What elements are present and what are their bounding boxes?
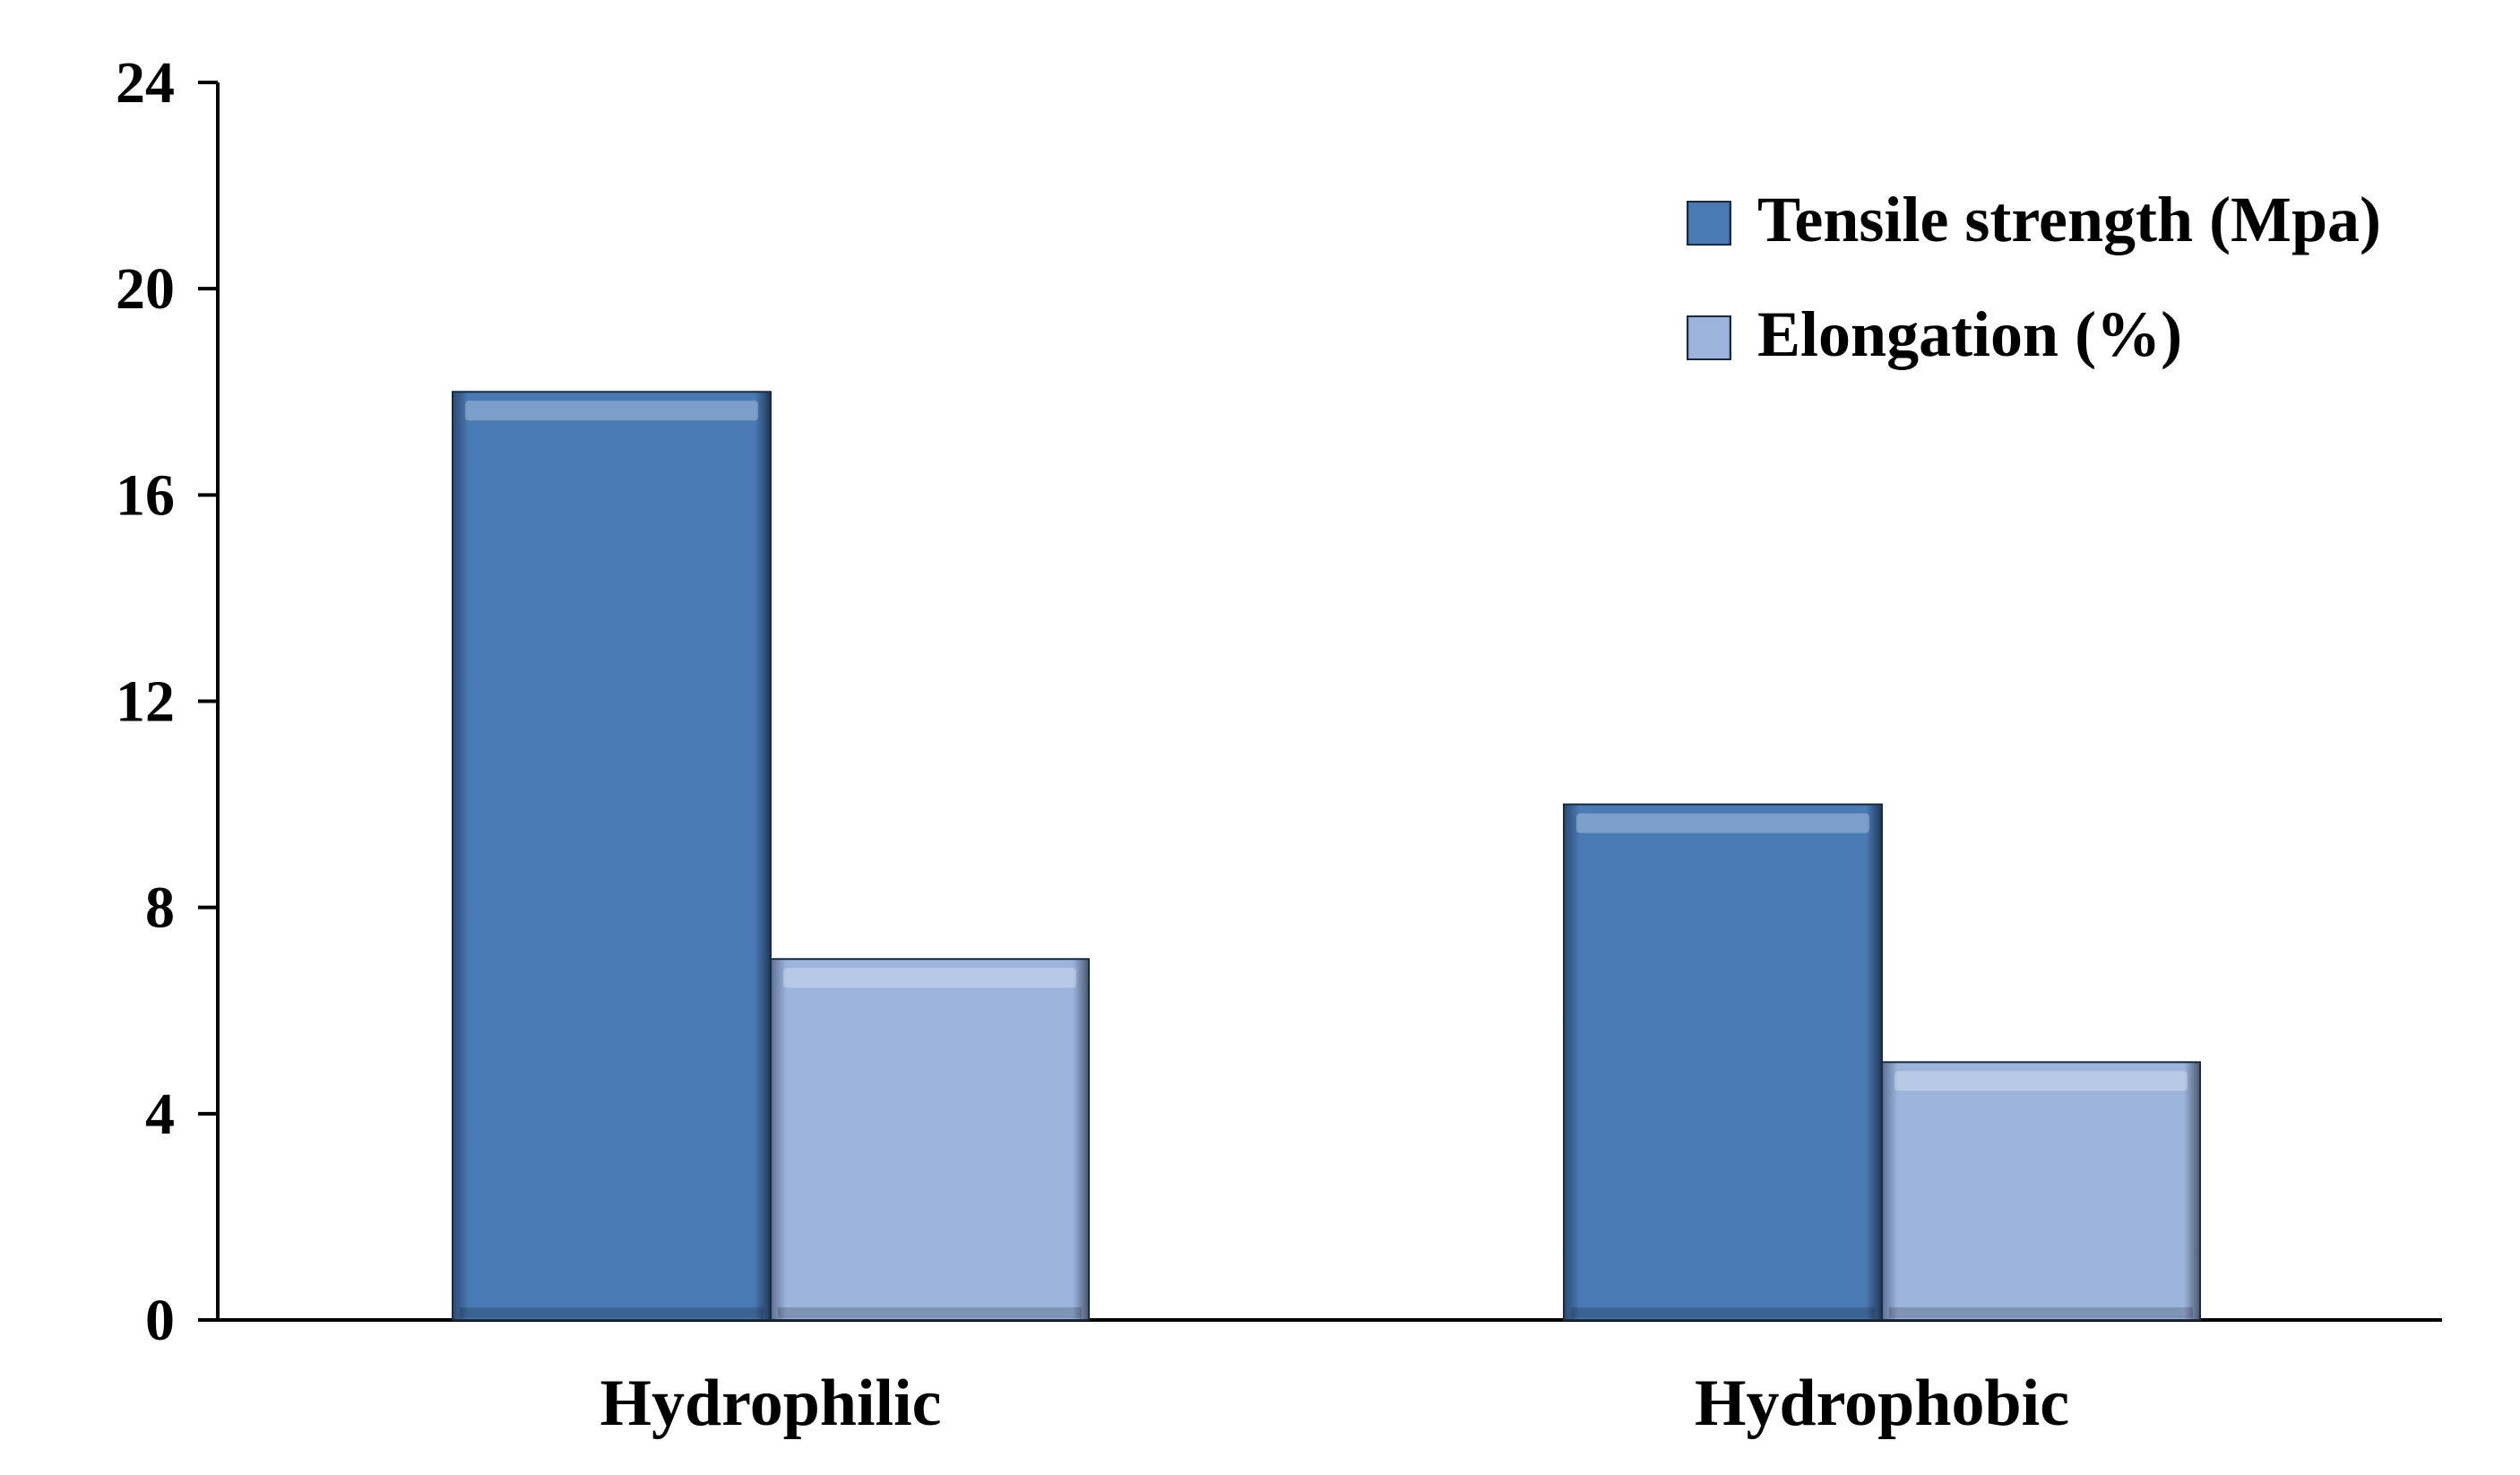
bar-shadow <box>1889 1307 2193 1318</box>
bar-body <box>1563 803 1883 1321</box>
y-tick-label: 8 <box>145 876 175 941</box>
bar-shadow <box>1571 1307 1875 1318</box>
y-tick-label: 12 <box>116 669 175 735</box>
legend-label-1: Elongation (%) <box>1757 298 2182 370</box>
bar-hydrophobic-series-1 <box>1881 1061 2201 1321</box>
bar-hydrophilic-series-1 <box>770 958 1090 1322</box>
bar-highlight <box>465 401 758 421</box>
bar-highlight <box>783 968 1076 988</box>
legend: Tensile strength (Mpa) Elongation (%) <box>1687 184 2381 370</box>
bar-highlight <box>1576 813 1869 833</box>
x-category-label: Hydrophobic <box>1695 1367 2069 1440</box>
legend-swatch-0 <box>1687 201 1731 246</box>
bar-shadow <box>460 1307 764 1318</box>
bar-body <box>1881 1061 2201 1321</box>
x-category-label: Hydrophilic <box>600 1367 941 1440</box>
bar-highlight <box>1894 1071 2188 1091</box>
bar-shadow <box>778 1307 1082 1318</box>
bar-hydrophobic-series-0 <box>1563 803 1883 1321</box>
y-tick-label: 0 <box>145 1288 175 1353</box>
y-tick-label: 4 <box>145 1082 175 1147</box>
bar-body <box>770 958 1090 1322</box>
legend-swatch-1 <box>1687 315 1731 360</box>
bars <box>452 391 2201 1322</box>
bar-hydrophilic-series-0 <box>452 391 772 1321</box>
y-tick-label: 16 <box>116 462 175 528</box>
legend-label-0: Tensile strength (Mpa) <box>1757 184 2381 255</box>
y-tick-label: 20 <box>116 256 175 322</box>
bar-body <box>452 391 772 1321</box>
y-tick-label: 24 <box>116 50 175 116</box>
labels: 0 4 8 12 16 20 24 Hydrophilic Hydrophobic <box>116 50 2069 1440</box>
